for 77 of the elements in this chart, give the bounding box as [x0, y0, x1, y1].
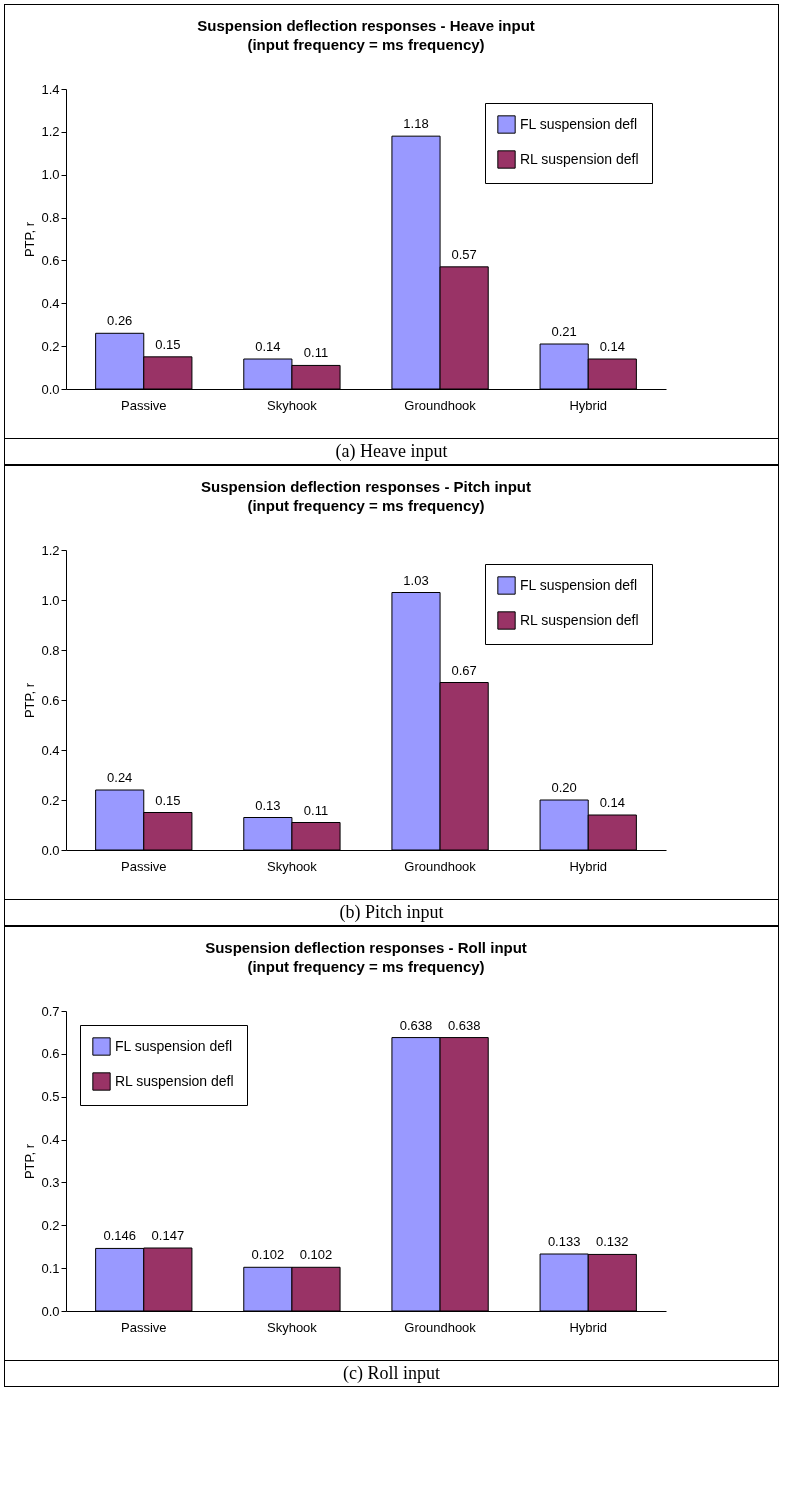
chart-subtitle: (input frequency = ms frequency): [247, 958, 485, 975]
chart-title: Suspension deflection responses - Pitch input: [200, 478, 532, 495]
x-tick-label: Groundhook: [404, 858, 477, 874]
text: (a) Heave input: [4, 439, 779, 465]
data-label: 0.638: [399, 1017, 433, 1033]
x-tick-label: Groundhook: [404, 397, 477, 413]
y-tick-label: 0.8: [41, 210, 60, 226]
x-tick-label: Passive: [121, 1319, 167, 1335]
data-label: 0.15: [155, 336, 181, 352]
data-label: 1.18: [403, 116, 429, 132]
data-label: 1.03: [403, 572, 429, 588]
data-label: 0.147: [151, 1228, 185, 1243]
y-tick-label: 0.6: [41, 1046, 60, 1062]
chart-subtitle: (input frequency = ms frequency): [247, 36, 485, 53]
x-tick-label: Skyhook: [266, 1319, 318, 1335]
data-label: 0.14: [599, 339, 625, 354]
y-axis-title: PTP, r: [22, 221, 38, 258]
y-axis-title: PTP, r: [22, 682, 38, 719]
data-label: 0.638: [447, 1017, 481, 1033]
y-tick-label: 0.2: [41, 338, 60, 354]
y-tick-label: 0.2: [41, 792, 60, 808]
y-axis-title: PTP, r: [22, 1143, 38, 1180]
x-tick-label: Passive: [121, 397, 167, 413]
y-tick-label: 0.4: [41, 742, 60, 758]
data-label: 0.146: [103, 1228, 136, 1244]
data-label: 0.20: [551, 780, 577, 795]
legend-label: FL suspension defl: [115, 1037, 232, 1054]
legend-label: RL suspension defl: [520, 611, 639, 628]
legend-label: FL suspension defl: [520, 576, 637, 593]
y-tick-label: 0.0: [41, 381, 60, 397]
data-label: 0.24: [107, 770, 133, 785]
y-tick-label: 0.6: [41, 692, 60, 708]
y-tick-label: 1.0: [41, 592, 60, 608]
y-tick-label: 0.2: [41, 1217, 60, 1233]
data-label: 0.15: [155, 792, 181, 808]
x-tick-label: Hybrid: [569, 1319, 608, 1335]
data-label: 0.57: [451, 246, 477, 262]
data-label: 0.21: [551, 324, 577, 339]
data-label: 0.26: [107, 313, 133, 329]
chart-title: Suspension deflection responses - Roll input: [205, 939, 527, 956]
y-tick-label: 1.4: [41, 81, 60, 97]
y-tick-label: 0.7: [41, 1003, 60, 1019]
y-tick-label: 0.0: [41, 842, 60, 858]
text: (b) Pitch input: [4, 900, 779, 926]
text: (c) Roll input: [4, 1361, 779, 1387]
x-tick-label: Groundhook: [404, 1319, 477, 1335]
y-tick-label: 0.0: [41, 1303, 60, 1319]
y-tick-label: 1.0: [41, 167, 60, 183]
legend-label: RL suspension defl: [115, 1072, 234, 1089]
data-label: 0.11: [303, 802, 329, 818]
y-tick-label: 1.2: [41, 542, 60, 558]
data-label: 0.67: [451, 662, 477, 678]
y-tick-label: 1.2: [41, 124, 60, 140]
x-tick-label: Hybrid: [569, 397, 608, 413]
data-label: 0.13: [255, 797, 281, 813]
y-tick-label: 0.6: [41, 252, 60, 268]
y-tick-label: 0.4: [41, 295, 60, 311]
legend-label: FL suspension defl: [520, 115, 637, 132]
data-label: 0.14: [599, 795, 625, 810]
x-tick-label: Passive: [121, 858, 167, 874]
data-label: 0.102: [299, 1247, 333, 1263]
y-tick-label: 0.3: [41, 1174, 60, 1190]
x-tick-label: Skyhook: [266, 858, 318, 874]
data-label: 0.14: [255, 339, 281, 354]
x-tick-label: Hybrid: [569, 858, 608, 874]
chart-title: Suspension deflection responses - Heave input: [197, 17, 535, 34]
data-label: 0.102: [251, 1247, 285, 1263]
data-label: 0.133: [547, 1234, 581, 1249]
chart-subtitle: (input frequency = ms frequency): [247, 497, 485, 514]
data-label: 0.11: [303, 345, 329, 361]
y-tick-label: 0.8: [41, 642, 60, 658]
data-label: 0.132: [596, 1234, 629, 1250]
y-tick-label: 0.5: [41, 1089, 60, 1105]
x-tick-label: Skyhook: [266, 397, 318, 413]
y-tick-label: 0.1: [41, 1260, 60, 1276]
y-tick-label: 0.4: [41, 1132, 60, 1148]
legend-label: RL suspension defl: [520, 150, 639, 167]
